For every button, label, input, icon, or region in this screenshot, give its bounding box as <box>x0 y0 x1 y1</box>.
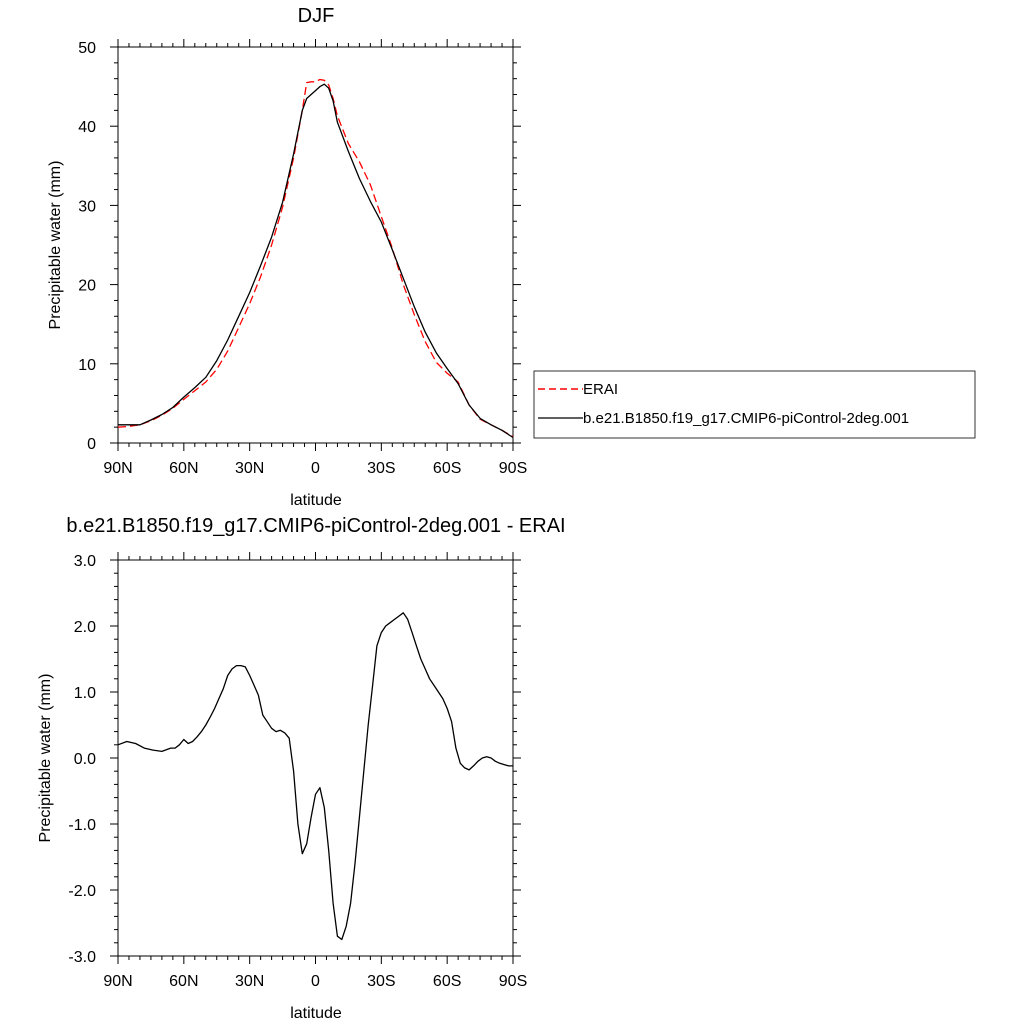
x-tick-label: 90N <box>103 973 132 990</box>
x-tick-label: 90N <box>103 460 132 477</box>
x-tick-labels: 90N 60N 30N 0 30S 60S 90S <box>103 460 527 477</box>
legend: ERAI b.e21.B1850.f19_g17.CMIP6-piControl… <box>533 370 976 439</box>
x-tick-label: 30N <box>235 460 264 477</box>
y-tick-labels: -3.0 -2.0 -1.0 0.0 1.0 2.0 3.0 <box>68 553 96 966</box>
y-tick-label: -3.0 <box>68 949 96 966</box>
x-tick-label: 60N <box>169 973 198 990</box>
y-tick-label: 0 <box>87 436 96 453</box>
x-tick-label: 0 <box>311 973 320 990</box>
series-line-erai <box>117 78 514 438</box>
x-axis-label: latitude <box>290 1005 342 1022</box>
djf-panel: DJF 90N 60N 30N 0 30S 60S 90S 0 10 20 30 40 50 lati… <box>47 5 976 509</box>
x-tick-label: 90S <box>499 460 527 477</box>
y-tick-label: -2.0 <box>68 883 96 900</box>
y-tick-label: 30 <box>78 198 96 215</box>
series-layer <box>117 78 514 439</box>
x-axis-label: latitude <box>290 492 342 509</box>
legend-label-erai: ERAI <box>583 381 618 398</box>
tick-marks <box>110 39 521 451</box>
series-layer <box>117 612 513 941</box>
panel-title: b.e21.B1850.f19_g17.CMIP6-piControl-2deg… <box>66 515 565 537</box>
y-axis-label: Precipitable water (mm) <box>47 161 64 330</box>
series-line-model <box>118 83 514 439</box>
y-tick-label: 40 <box>78 119 96 136</box>
x-tick-label: 60S <box>433 460 461 477</box>
legend-box <box>533 370 976 439</box>
x-tick-labels: 90N 60N 30N 0 30S 60S 90S <box>103 973 527 990</box>
x-tick-label: 60N <box>169 460 198 477</box>
y-tick-label: 10 <box>78 357 96 374</box>
y-tick-label: 3.0 <box>74 553 96 570</box>
y-tick-label: -1.0 <box>68 817 96 834</box>
x-tick-label: 90S <box>499 973 527 990</box>
tick-marks <box>110 552 521 964</box>
x-tick-label: 30N <box>235 973 264 990</box>
panel-title: DJF <box>298 5 335 27</box>
y-tick-label: 20 <box>78 278 96 295</box>
y-tick-labels: 0 10 20 30 40 50 <box>78 40 96 453</box>
x-tick-label: 30S <box>367 973 395 990</box>
plot-frame <box>117 46 514 444</box>
x-tick-label: 30S <box>367 460 395 477</box>
y-tick-label: 0.0 <box>74 751 96 768</box>
legend-label-model: b.e21.B1850.f19_g17.CMIP6-piControl-2deg… <box>583 410 909 427</box>
y-tick-label: 2.0 <box>74 619 96 636</box>
x-tick-label: 0 <box>311 460 320 477</box>
y-tick-label: 50 <box>78 40 96 57</box>
plot-frame <box>117 559 514 957</box>
y-axis-label: Precipitable water (mm) <box>37 674 54 843</box>
y-tick-label: 1.0 <box>74 685 96 702</box>
difference-panel: b.e21.B1850.f19_g17.CMIP6-piControl-2deg… <box>37 515 566 1022</box>
series-line-difference <box>117 612 513 941</box>
x-tick-label: 60S <box>433 973 461 990</box>
